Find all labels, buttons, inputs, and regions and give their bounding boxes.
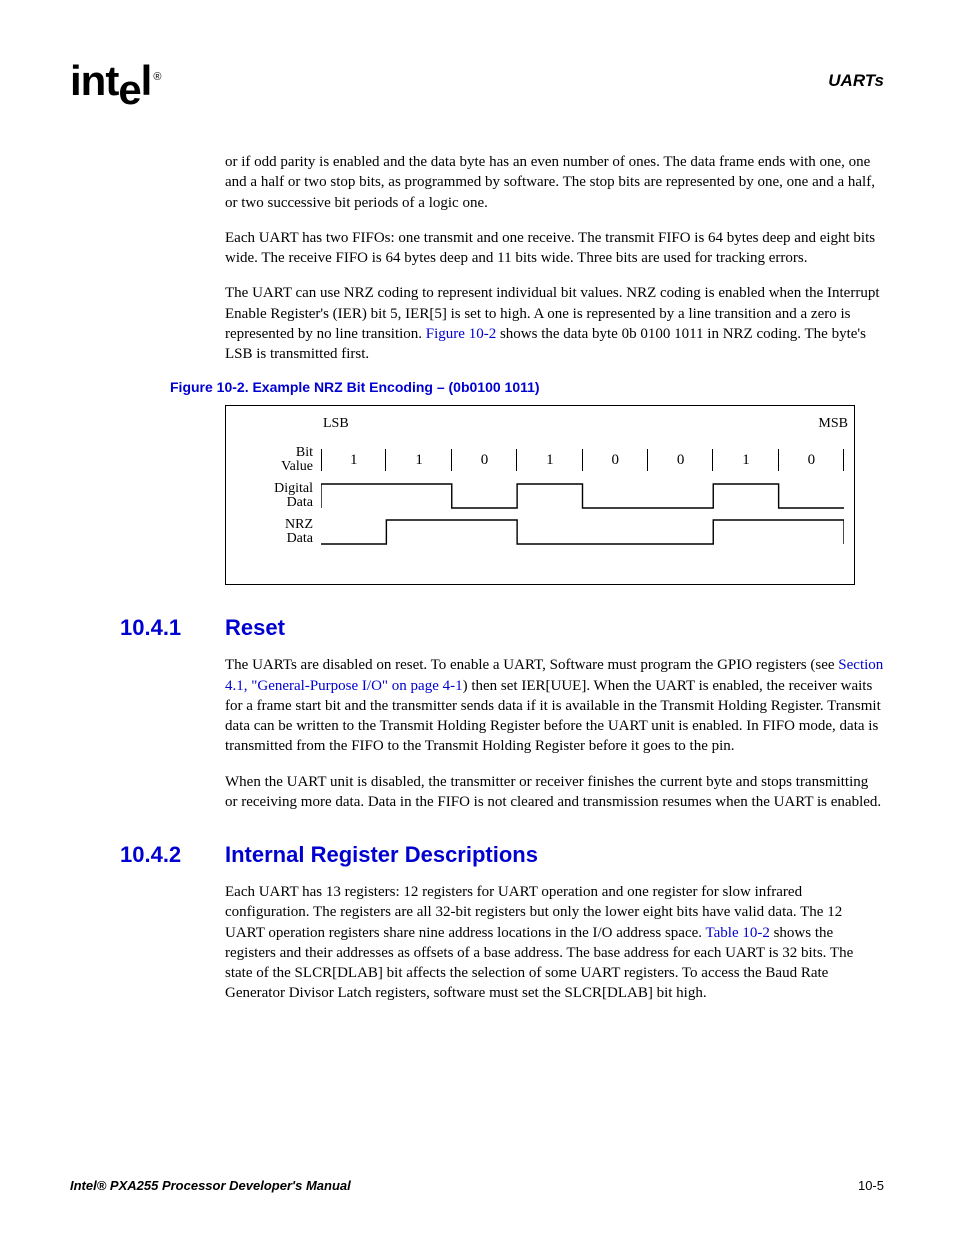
table-10-2-link[interactable]: Table 10-2 (706, 925, 770, 941)
nrz-diagram: LSB MSB BitValue 1 1 0 1 0 0 1 0 DigitalData NR… (225, 405, 855, 585)
section-10-4-1-title: Reset (225, 615, 285, 641)
nrz-wave (321, 514, 844, 550)
logo-part-3: l (141, 57, 152, 104)
bit-cell: 1 (713, 442, 778, 478)
bit-value-cells: 1 1 0 1 0 0 1 0 (321, 442, 844, 478)
section-10-4-1-body: The UARTs are disabled on reset. To enab… (225, 655, 884, 812)
bit-cell: 1 (321, 442, 386, 478)
section-10-4-2-body: Each UART has 13 registers: 12 registers… (225, 882, 884, 1004)
bit-cell: 1 (517, 442, 582, 478)
nrz-wave-svg (321, 514, 844, 550)
bit-value: 1 (415, 452, 423, 469)
bit-separator (843, 449, 844, 471)
diagram-header-cells: LSB MSB (321, 418, 844, 438)
footer-manual-title: Intel® PXA255 Processor Developer's Manu… (70, 1178, 351, 1193)
page-footer: Intel® PXA255 Processor Developer's Manu… (70, 1178, 884, 1193)
lsb-label: LSB (323, 416, 349, 432)
msb-label: MSB (818, 416, 848, 432)
paragraph-2: Each UART has two FIFOs: one transmit an… (225, 228, 884, 269)
section-10-4-1-num: 10.4.1 (120, 615, 225, 641)
paragraph-5: When the UART unit is disabled, the tran… (225, 772, 884, 813)
paragraph-1: or if odd parity is enabled and the data… (225, 152, 884, 213)
paragraph-6: Each UART has 13 registers: 12 registers… (225, 882, 884, 1004)
page-header: intel® UARTs (70, 60, 884, 102)
logo-registered: ® (153, 71, 160, 83)
p4-text-a: The UARTs are disabled on reset. To enab… (225, 657, 838, 673)
bit-value: 1 (546, 452, 554, 469)
bit-cell: 0 (452, 442, 517, 478)
intel-logo: intel® (70, 60, 160, 102)
bit-cell: 0 (583, 442, 648, 478)
bit-value: 0 (481, 452, 489, 469)
bit-value: 0 (677, 452, 685, 469)
footer-page-number: 10-5 (858, 1178, 884, 1193)
bit-cell: 0 (779, 442, 844, 478)
paragraph-4: The UARTs are disabled on reset. To enab… (225, 655, 884, 756)
bit-value: 1 (350, 452, 358, 469)
nrz-data-row: NRZData (236, 514, 844, 550)
logo-part-2: e (118, 69, 140, 111)
bit-value: 1 (742, 452, 750, 469)
bit-value-label: BitValue (236, 446, 321, 475)
section-10-4-2-title: Internal Register Descriptions (225, 842, 538, 868)
digital-wave (321, 478, 844, 514)
diagram-header-row: LSB MSB (236, 418, 844, 438)
bit-cell: 1 (386, 442, 451, 478)
nrz-data-label: NRZData (236, 518, 321, 547)
figure-caption: Figure 10-2. Example NRZ Bit Encoding – … (170, 379, 884, 395)
bit-cell: 0 (648, 442, 713, 478)
logo-part-1: int (70, 57, 118, 104)
bit-separator (321, 449, 322, 471)
bit-value: 0 (611, 452, 619, 469)
figure-10-2-link[interactable]: Figure 10-2 (426, 326, 496, 342)
section-10-4-2-header: 10.4.2 Internal Register Descriptions (120, 842, 884, 868)
bit-value-row: BitValue 1 1 0 1 0 0 1 0 (236, 442, 844, 478)
section-10-4-2-num: 10.4.2 (120, 842, 225, 868)
bit-value: 0 (808, 452, 816, 469)
digital-wave-svg (321, 478, 844, 514)
chapter-title: UARTs (828, 71, 884, 91)
digital-data-row: DigitalData (236, 478, 844, 514)
digital-data-label: DigitalData (236, 482, 321, 511)
paragraph-3: The UART can use NRZ coding to represent… (225, 283, 884, 364)
section-10-4-1-header: 10.4.1 Reset (120, 615, 884, 641)
body-text: or if odd parity is enabled and the data… (225, 152, 884, 364)
